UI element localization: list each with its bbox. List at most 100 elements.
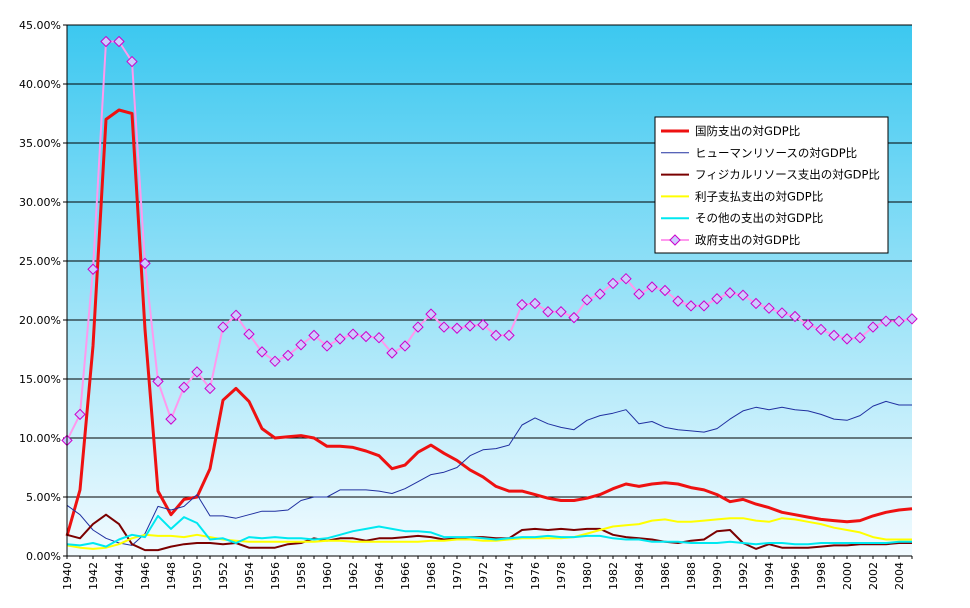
- data-point-marker: [542, 306, 554, 318]
- data-point-marker: [776, 307, 788, 319]
- data-point-marker: [87, 263, 99, 275]
- data-point-marker: [672, 295, 684, 307]
- x-tick-label: 1978: [555, 562, 568, 590]
- x-tick-label: 1970: [451, 562, 464, 590]
- y-tick-label: 20.00%: [19, 314, 61, 327]
- x-tick-label: 1980: [581, 562, 594, 590]
- x-tick-label: 1998: [815, 562, 828, 590]
- data-point-marker: [815, 323, 827, 336]
- y-axis-tick-labels: 0.00% 5.00% 10.00% 15.00% 20.00% 25.00% 30.00%…: [19, 19, 61, 563]
- data-point-marker: [581, 294, 593, 306]
- data-point-marker: [217, 321, 229, 333]
- data-point-marker: [711, 293, 723, 305]
- x-tick-label: 1984: [633, 562, 646, 590]
- data-point-marker: [126, 55, 138, 68]
- series-line-4: [66, 514, 912, 548]
- y-tick-label: 30.00%: [19, 196, 61, 209]
- x-tick-label: 1960: [321, 562, 334, 590]
- series-line-0: [65, 108, 913, 537]
- data-point-marker: [594, 288, 606, 300]
- x-tick-label: 1958: [295, 562, 308, 590]
- data-point-marker: [646, 281, 658, 293]
- data-point-marker: [516, 298, 528, 311]
- data-point-marker: [568, 311, 580, 324]
- data-point-marker: [503, 329, 515, 342]
- data-point-marker: [451, 322, 463, 334]
- x-tick-label: 1940: [61, 562, 74, 590]
- data-point-marker: [893, 315, 905, 327]
- x-tick-label: 1972: [477, 562, 490, 590]
- data-point-marker: [256, 346, 268, 358]
- x-tick-label: 2004: [893, 562, 906, 590]
- y-tick-label: 25.00%: [19, 255, 61, 268]
- x-tick-label: 1950: [191, 562, 204, 590]
- data-point-marker: [139, 257, 151, 270]
- x-tick-label: 1992: [737, 562, 750, 590]
- data-point-marker: [802, 319, 814, 331]
- data-point-marker: [789, 310, 801, 323]
- legend-label: フィジカルリソース支出の対GDP比: [695, 168, 880, 182]
- x-tick-label: 2002: [867, 562, 880, 590]
- data-point-marker: [490, 329, 502, 342]
- legend-box: [654, 116, 889, 254]
- data-point-marker: [529, 297, 541, 310]
- y-tick-label: 45.00%: [19, 19, 61, 32]
- data-point-marker: [74, 408, 86, 421]
- data-point-marker: [828, 329, 840, 342]
- x-axis-tick-labels: 1940 1942 1944 1946 1948 1950 1952 1954 1956 1958…: [61, 556, 913, 590]
- data-point-marker: [373, 331, 385, 344]
- y-tick-label: 35.00%: [19, 137, 61, 150]
- data-point-marker: [607, 277, 619, 290]
- data-point-marker: [750, 297, 762, 310]
- y-tick-label: 10.00%: [19, 432, 61, 445]
- data-point-marker: [230, 309, 242, 321]
- data-point-marker: [724, 287, 736, 299]
- series-lines: [61, 35, 918, 552]
- data-point-marker: [880, 315, 892, 327]
- data-point-marker: [685, 300, 697, 312]
- legend-label: 利子支払支出の対GDP比: [695, 189, 823, 203]
- data-point-marker: [412, 321, 424, 333]
- x-tick-label: 1964: [373, 562, 386, 590]
- x-tick-label: 1988: [685, 562, 698, 590]
- x-tick-label: 1990: [711, 562, 724, 590]
- x-tick-label: 1952: [217, 562, 230, 590]
- data-point-marker: [165, 413, 177, 425]
- legend: 国防支出の対GDP比ヒューマンリソースの対GDP比フィジカルリソース支出の対GD…: [654, 116, 889, 254]
- data-point-marker: [347, 328, 359, 340]
- x-tick-label: 1966: [399, 562, 412, 590]
- data-point-marker: [178, 381, 190, 393]
- data-point-marker: [308, 329, 320, 342]
- data-point-marker: [425, 308, 437, 320]
- data-point-marker: [659, 284, 671, 297]
- data-point-marker: [464, 320, 476, 332]
- data-point-marker: [854, 331, 866, 344]
- x-tick-label: 1956: [269, 562, 282, 590]
- x-tick-label: 1986: [659, 562, 672, 590]
- data-point-marker: [763, 302, 775, 314]
- x-tick-label: 1954: [243, 562, 256, 590]
- data-point-marker: [867, 321, 879, 333]
- data-point-marker: [191, 366, 203, 378]
- data-point-marker: [243, 328, 255, 340]
- data-point-marker: [555, 306, 567, 318]
- y-tick-label: 40.00%: [19, 78, 61, 91]
- x-tick-label: 1948: [165, 562, 178, 590]
- legend-label: その他の支出の対GDP比: [695, 211, 823, 225]
- data-point-marker: [438, 321, 450, 333]
- data-point-marker: [620, 272, 632, 285]
- x-tick-label: 1994: [763, 562, 776, 590]
- data-point-marker: [204, 382, 216, 395]
- x-tick-label: 1962: [347, 562, 360, 590]
- x-tick-label: 2000: [841, 562, 854, 590]
- legend-marker: [669, 234, 681, 246]
- x-tick-label: 1976: [529, 562, 542, 590]
- x-tick-label: 1944: [113, 562, 126, 590]
- plot-area: [67, 25, 912, 556]
- data-point-marker: [100, 35, 112, 48]
- y-tick-label: 15.00%: [19, 373, 61, 386]
- data-point-marker: [841, 333, 853, 345]
- series-line-2: [66, 513, 912, 552]
- data-point-marker: [360, 330, 372, 343]
